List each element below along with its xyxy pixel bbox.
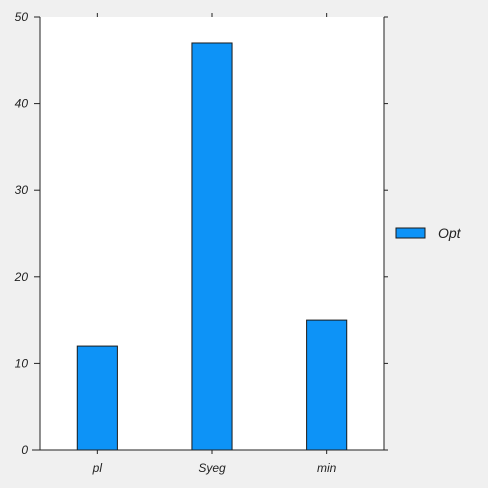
bar-min [306, 319, 348, 451]
legend: Opt [395, 225, 462, 241]
y-tick-label: 0 [21, 443, 28, 457]
axes-layer [32, 17, 388, 451]
y-tick-label: 10 [15, 356, 29, 370]
x-tick-label-pl: pl [92, 461, 103, 475]
legend-label-Opt: Opt [438, 225, 462, 241]
ticks-layer: 0 10 20 30 40 50 pl Syeg min [14, 10, 388, 475]
bar-Syeg [191, 42, 233, 451]
bar-pl [76, 345, 118, 451]
y-tick-label: 50 [15, 10, 29, 24]
y-tick-label: 30 [15, 183, 29, 197]
x-tick-label-min: min [317, 461, 337, 475]
legend-swatch-Opt [395, 227, 426, 239]
y-tick-label: 20 [14, 270, 29, 284]
y-tick-label: 40 [15, 97, 29, 111]
x-tick-label-Syeg: Syeg [198, 461, 226, 475]
bars-layer [76, 42, 348, 451]
